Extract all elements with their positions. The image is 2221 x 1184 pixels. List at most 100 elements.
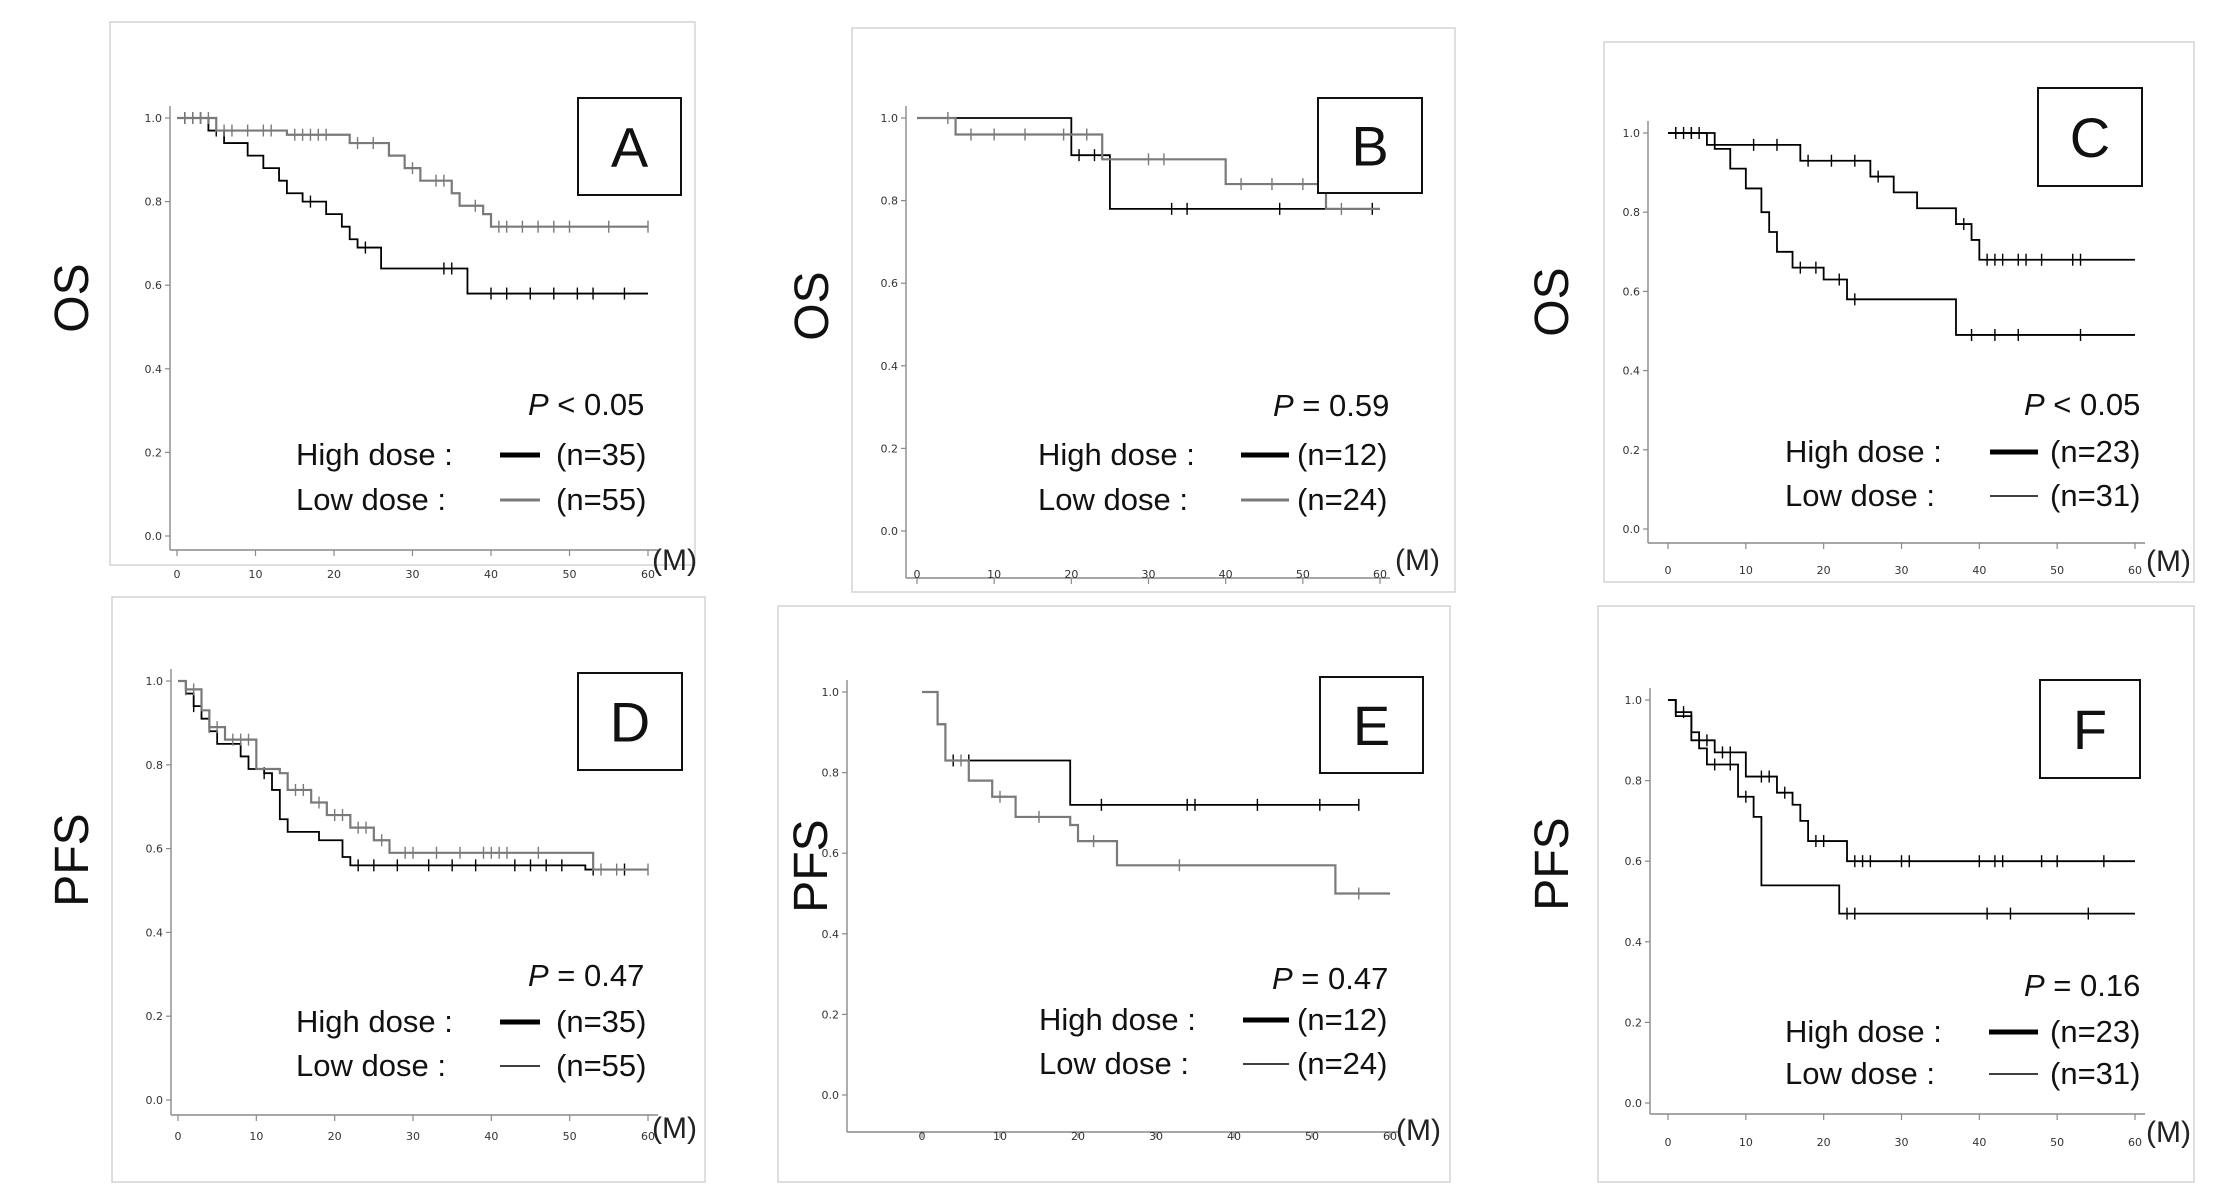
x-tick-label: 60	[1373, 568, 1387, 581]
panel-frame	[109, 21, 696, 566]
x-tick-label: 20	[327, 568, 341, 581]
y-tick-label: 0.6	[822, 847, 840, 860]
x-tick-label: 0	[919, 1130, 926, 1143]
panel-letter-box	[2039, 679, 2141, 779]
x-tick-label: 30	[1895, 1136, 1909, 1149]
y-tick-label: 0.0	[1623, 523, 1641, 536]
x-tick-label: 40	[484, 568, 498, 581]
legend-count: (n=12)	[1297, 437, 1387, 472]
x-tick-label: 10	[249, 568, 263, 581]
y-tick-label: 0.2	[822, 1008, 840, 1021]
y-tick-label: 0.4	[1623, 365, 1641, 378]
y-tick-label: 0.2	[146, 1010, 164, 1023]
legend-count: (n=12)	[1297, 1002, 1387, 1037]
x-tick-label: 30	[1895, 564, 1909, 577]
x-tick-label: 40	[484, 1130, 498, 1143]
y-tick-label: 0.8	[1623, 206, 1641, 219]
x-tick-label: 50	[1305, 1130, 1319, 1143]
x-tick-label: 30	[406, 1130, 420, 1143]
y-tick-label: 1.0	[1625, 694, 1643, 707]
panel-frame	[1603, 41, 2195, 583]
panel-b: 0.0 0.2 0.4 0.6 0.8 1.0 0 10 20 30 40 50 60 (M) OS B P =…	[786, 27, 1456, 593]
legend-label: High dose :	[1039, 1002, 1196, 1037]
legend-label: High dose :	[1785, 434, 1942, 469]
panel-letter: D	[610, 691, 650, 754]
x-axis-unit: (M)	[2146, 1116, 2191, 1149]
panel-c: 0.0 0.2 0.4 0.6 0.8 1.0 0 10 20 30 40 50 60 (M) OS C P <…	[1526, 41, 2195, 583]
legend-count: (n=24)	[1297, 1046, 1387, 1081]
legend-label: Low dose :	[296, 1048, 446, 1083]
panel-e: 0.0 0.2 0.4 0.6 0.8 1.0 0 10 20 30 40 50 60 (M) PFS E P …	[777, 605, 1451, 1183]
y-axis-label: OS	[46, 263, 99, 332]
x-tick-label: 60	[2128, 564, 2142, 577]
x-tick-label: 60	[641, 1130, 655, 1143]
panel-letter-box	[1319, 676, 1424, 774]
x-tick-label: 0	[914, 568, 921, 581]
panel-frame	[1597, 605, 2195, 1183]
x-tick-label: 50	[2050, 564, 2064, 577]
y-tick-label: 0.8	[146, 759, 164, 772]
x-tick-label: 50	[2050, 1136, 2064, 1149]
x-tick-label: 10	[993, 1130, 1007, 1143]
x-tick-label: 30	[1142, 568, 1156, 581]
x-tick-label: 40	[1227, 1130, 1241, 1143]
y-tick-label: 0.8	[145, 196, 163, 209]
x-tick-label: 40	[1219, 568, 1233, 581]
km-curve-high-dose	[177, 117, 648, 295]
p-value: P = 0.16	[2024, 968, 2140, 1003]
p-value: P = 0.59	[1273, 388, 1389, 423]
x-tick-label: 0	[174, 568, 181, 581]
y-tick-label: 0.0	[146, 1094, 164, 1107]
x-tick-label: 0	[175, 1130, 182, 1143]
legend-label: Low dose :	[296, 482, 446, 517]
y-tick-label: 0.0	[822, 1089, 840, 1102]
y-axis-label: PFS	[1526, 817, 1579, 910]
y-axis-label: OS	[1526, 267, 1579, 336]
p-value: P < 0.05	[528, 387, 644, 422]
legend-label: Low dose :	[1038, 482, 1188, 517]
panel-letter-box	[1317, 97, 1423, 194]
x-axis-unit: (M)	[1396, 1114, 1441, 1147]
x-tick-label: 20	[1064, 568, 1078, 581]
x-tick-label: 40	[1972, 564, 1986, 577]
legend-label: High dose :	[296, 437, 453, 472]
legend-count: (n=35)	[556, 1004, 646, 1039]
y-tick-label: 0.8	[1625, 775, 1643, 788]
panel-letter-box	[2037, 87, 2143, 187]
y-tick-label: 0.6	[881, 277, 899, 290]
km-curve-low-dose	[1668, 699, 2135, 863]
km-curve-low-dose	[1668, 132, 2135, 261]
km-curve-high-dose	[1668, 132, 2135, 336]
x-tick-label: 10	[249, 1130, 263, 1143]
x-axis-unit: (M)	[652, 1112, 697, 1145]
y-tick-label: 0.0	[1625, 1097, 1643, 1110]
y-axis-label: PFS	[46, 813, 99, 906]
p-value: P = 0.47	[528, 958, 644, 993]
y-tick-label: 1.0	[881, 112, 899, 125]
y-tick-label: 0.2	[1625, 1016, 1643, 1029]
y-tick-label: 0.8	[822, 767, 840, 780]
x-tick-label: 10	[1739, 564, 1753, 577]
panel-frame	[851, 27, 1456, 593]
x-tick-label: 0	[1665, 564, 1672, 577]
legend-label: High dose :	[296, 1004, 453, 1039]
y-tick-label: 1.0	[146, 675, 164, 688]
panel-letter: F	[2073, 698, 2107, 761]
legend-label: High dose :	[1785, 1014, 1942, 1049]
panel-d: 0.0 0.2 0.4 0.6 0.8 1.0 0 10 20 30 40 50 60(M) PFS D P …	[46, 596, 706, 1183]
y-tick-label: 1.0	[822, 686, 840, 699]
legend-count: (n=31)	[2050, 1056, 2140, 1091]
x-tick-label: 60	[2128, 1136, 2142, 1149]
legend-label: Low dose :	[1785, 1056, 1935, 1091]
x-tick-label: 10	[1739, 1136, 1753, 1149]
x-tick-label: 50	[563, 1130, 577, 1143]
legend-count: (n=55)	[556, 1048, 646, 1083]
y-tick-label: 0.6	[146, 843, 164, 856]
panel-letter: E	[1353, 694, 1390, 757]
panel-frame	[777, 605, 1451, 1183]
y-tick-label: 1.0	[145, 112, 163, 125]
legend-count: (n=24)	[1297, 482, 1387, 517]
panel-frame	[111, 596, 706, 1183]
x-tick-label: 50	[1296, 568, 1310, 581]
panel-letter: B	[1351, 115, 1388, 178]
